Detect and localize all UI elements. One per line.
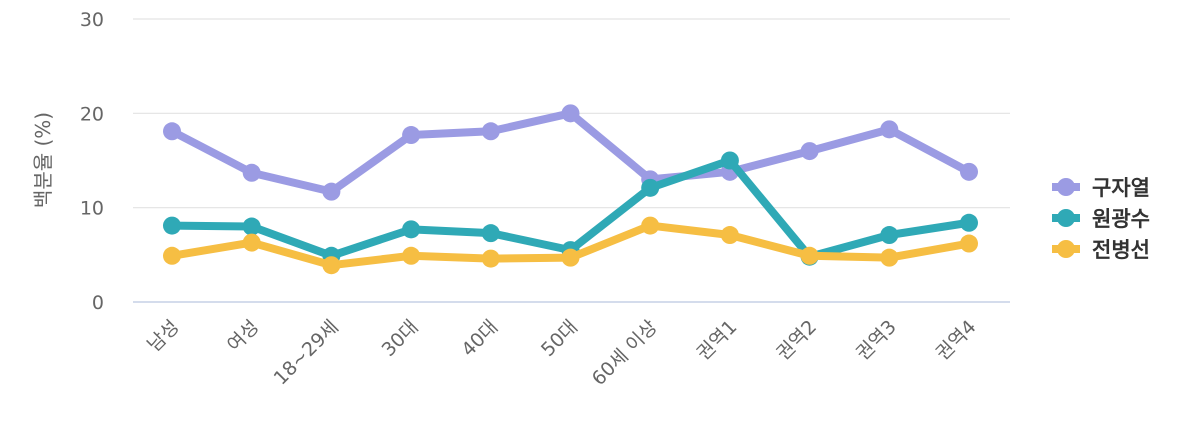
x-axis: 남성 여성 18~29세 30대 40대 50대 60세 이상 권역1 권역2 권역3 권역4 xyxy=(143,316,980,390)
x-tick-label: 30대 xyxy=(378,316,423,361)
data-point xyxy=(960,213,978,232)
data-point xyxy=(481,224,500,243)
data-point xyxy=(880,248,899,267)
data-point xyxy=(402,246,421,265)
data-point xyxy=(880,120,899,139)
legend-label: 원광수 xyxy=(1092,207,1150,231)
data-point xyxy=(641,178,660,197)
y-tick-label: 30 xyxy=(80,9,104,31)
data-point xyxy=(880,226,899,245)
data-point xyxy=(242,233,261,252)
series xyxy=(163,104,978,275)
x-tick-label: 50대 xyxy=(537,316,582,361)
y-tick-label: 10 xyxy=(80,198,104,220)
data-point xyxy=(481,249,500,268)
data-point xyxy=(242,217,261,236)
legend-swatch-marker xyxy=(1057,209,1075,227)
legend-swatch-marker xyxy=(1057,240,1075,258)
data-point xyxy=(242,163,261,182)
x-tick-label: 60세 이상 xyxy=(588,316,662,390)
data-point xyxy=(322,182,341,201)
y-axis: 0 10 20 30 xyxy=(80,9,104,314)
data-point xyxy=(163,216,181,235)
x-tick-label: 여성 xyxy=(223,316,263,356)
x-tick-label: 권역4 xyxy=(932,316,981,365)
x-tick-label: 권역3 xyxy=(852,316,901,365)
x-tick-label: 권역1 xyxy=(693,316,742,365)
data-point xyxy=(163,246,181,265)
x-tick-label: 권역2 xyxy=(772,316,821,365)
data-point xyxy=(322,256,341,275)
legend-label: 구자열 xyxy=(1092,176,1150,200)
data-point xyxy=(720,151,739,170)
data-point xyxy=(561,248,580,267)
data-point xyxy=(561,104,580,123)
data-point xyxy=(960,234,978,253)
data-point xyxy=(402,126,421,145)
data-point xyxy=(800,246,819,265)
series-line xyxy=(168,109,973,196)
data-point xyxy=(402,220,421,239)
data-point xyxy=(800,142,819,161)
y-axis-label: 백분율 (%) xyxy=(31,112,55,208)
data-point xyxy=(720,226,739,245)
data-point xyxy=(481,122,500,141)
x-tick-label: 40대 xyxy=(457,316,502,361)
x-tick-label: 남성 xyxy=(143,316,183,356)
data-point xyxy=(163,122,181,141)
y-tick-label: 0 xyxy=(92,292,104,314)
data-point xyxy=(960,162,978,181)
legend-label: 전병선 xyxy=(1092,238,1150,262)
x-tick-label: 18~29세 xyxy=(270,316,343,389)
series-1 xyxy=(163,104,978,201)
data-point xyxy=(641,216,660,235)
y-tick-label: 20 xyxy=(80,103,104,125)
series-3 xyxy=(163,216,978,275)
legend-swatch-marker xyxy=(1057,178,1075,196)
